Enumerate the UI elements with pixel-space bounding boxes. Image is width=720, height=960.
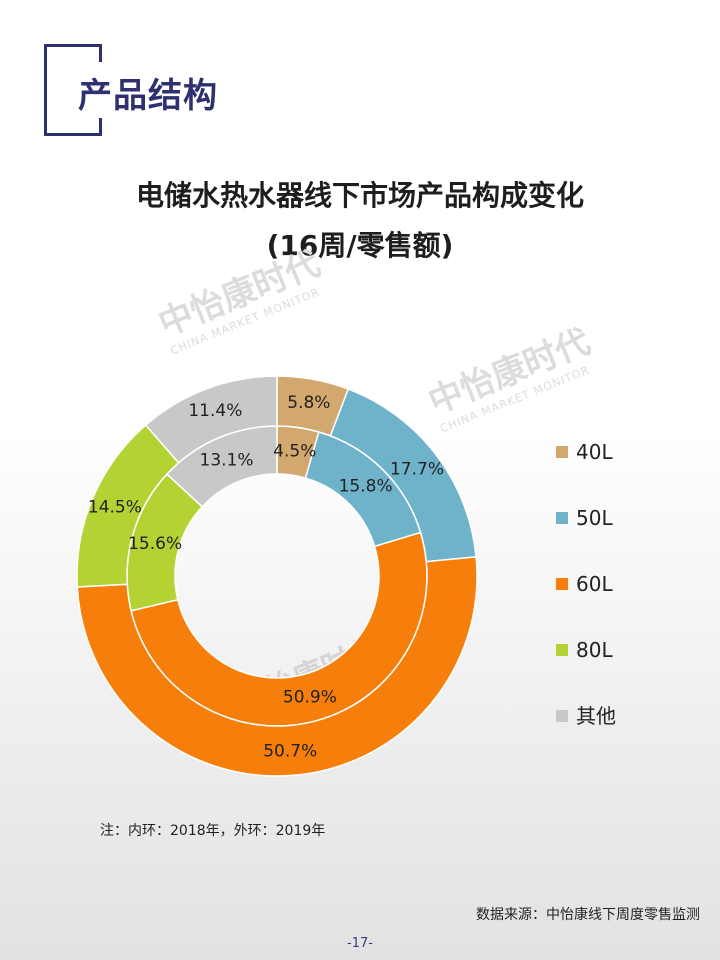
chart-subtitle: (16周/零售额) [266,229,454,262]
inner-data-label-60L: 50.9% [283,688,337,708]
legend-swatch-其他 [556,710,568,722]
title-frame [44,44,102,136]
chart-note: 注：内环：2018年，外环：2019年 [100,823,326,839]
title-frame-tick-top [99,44,102,62]
inner-data-label-其他: 13.1% [200,451,254,471]
legend-swatch-80L [556,644,568,656]
legend-label-40L: 40L [576,440,613,464]
chart-title: 电储水热水器线下市场产品构成变化 [135,179,584,212]
legend-label-其他: 其他 [576,704,616,728]
legend-label-50L: 50L [576,506,613,530]
legend-swatch-50L [556,512,568,524]
title-frame-tick-bottom [99,118,102,136]
outer-data-label-40L: 5.8% [287,393,330,413]
legend-swatch-40L [556,446,568,458]
page-number: -17- [347,936,373,951]
outer-data-label-50L: 17.7% [390,459,444,479]
inner-data-label-50L: 15.8% [339,476,393,496]
data-source: 数据来源：中怡康线下周度零售监测 [476,907,700,923]
legend-label-60L: 60L [576,572,613,596]
data-labels: 4.5% 15.8% 50.9% 15.6% 13.1% 5.8% 17.7% 50.7% 14… [88,393,444,762]
section-title: 产品结构 [78,76,218,116]
legend-label-80L: 80L [576,638,613,662]
donut-rings [76,375,478,777]
inner-data-label-40L: 4.5% [273,441,316,461]
outer-ring-slice-60L [76,556,478,777]
outer-ring-slice-其他 [144,375,278,464]
outer-data-label-其他: 11.4% [188,401,242,421]
inner-data-label-80L: 15.6% [128,534,182,554]
outer-data-label-60L: 50.7% [263,742,317,762]
legend: 40L 50L 60L 80L 其他 [556,440,616,728]
legend-swatch-60L [556,578,568,590]
outer-data-label-80L: 14.5% [88,497,142,517]
